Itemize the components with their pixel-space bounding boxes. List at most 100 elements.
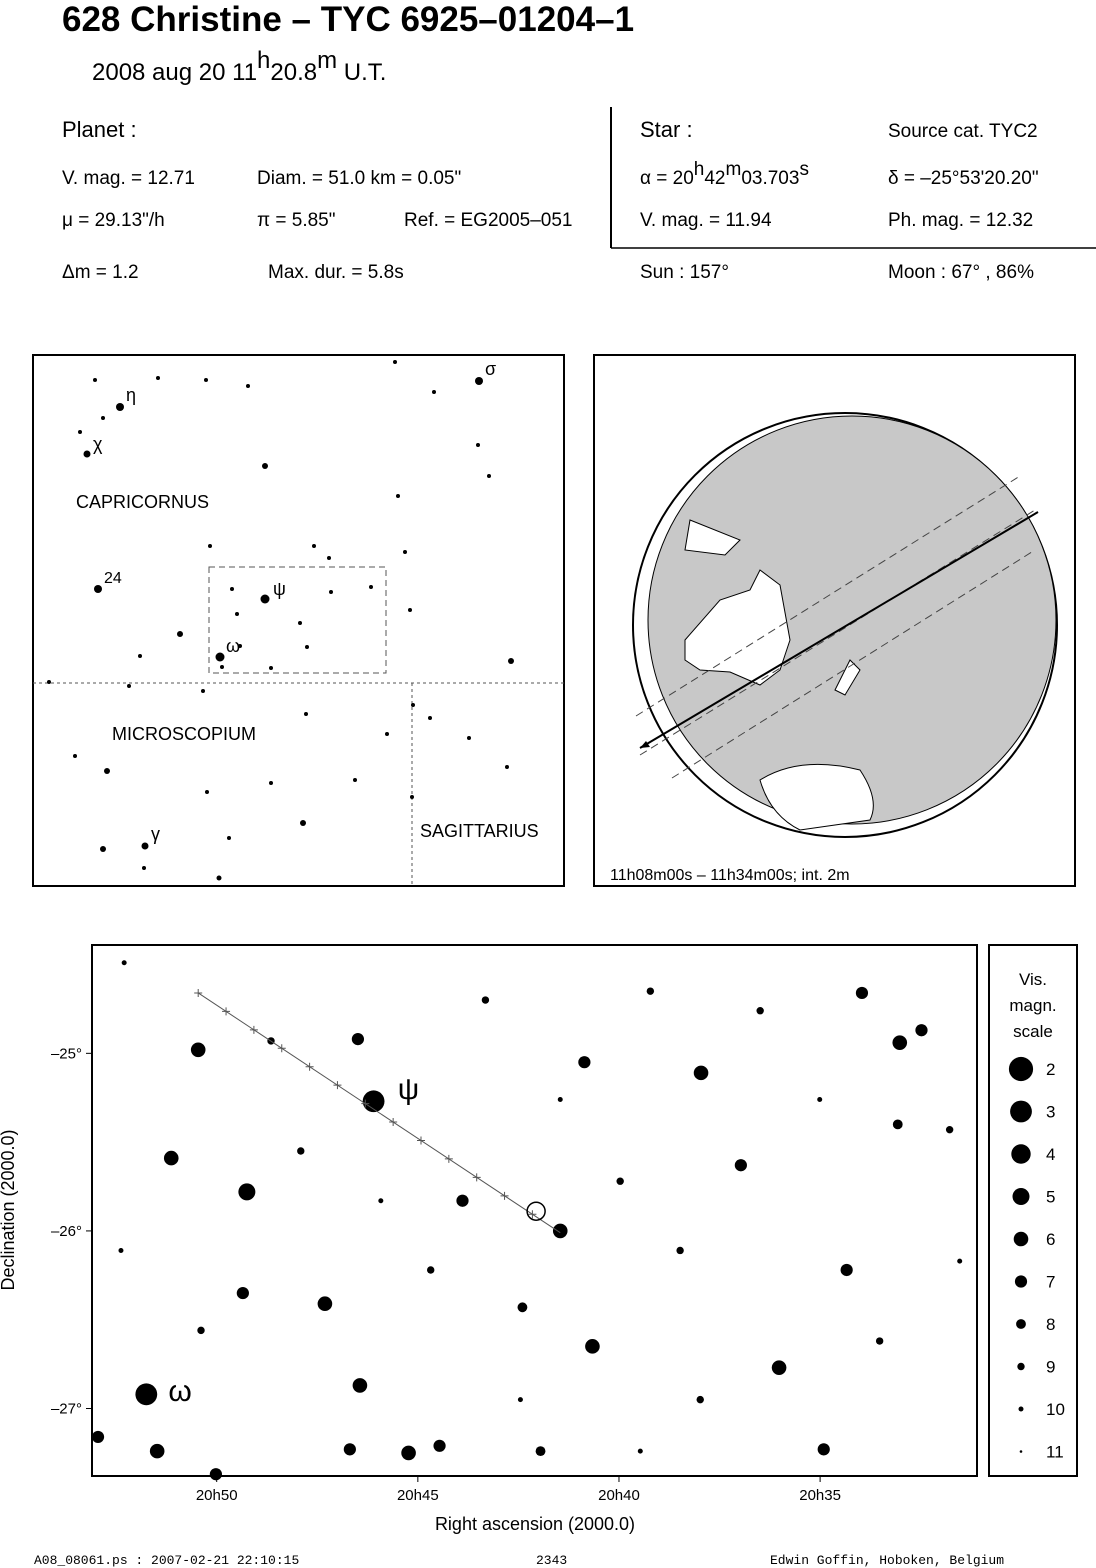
y-tick-label: –26°	[51, 1223, 82, 1240]
finder-star	[327, 556, 331, 560]
finder-star	[262, 463, 268, 469]
legend-dot	[1014, 1275, 1028, 1288]
legend-dot	[1010, 1100, 1032, 1123]
star	[91, 1430, 105, 1444]
finder-star	[369, 585, 373, 589]
part: 42	[704, 168, 725, 189]
boundary	[33, 682, 564, 886]
sup: s	[799, 159, 809, 180]
finder-star	[305, 645, 309, 649]
legend-label: 4	[1046, 1145, 1055, 1164]
finder-star	[411, 703, 415, 707]
track-tick	[249, 1025, 258, 1034]
finder-star	[73, 754, 77, 758]
legend-label: 8	[1046, 1315, 1055, 1334]
star	[351, 1033, 365, 1046]
field: δ = –25°53'20.20"	[888, 168, 1039, 189]
finder-star	[260, 594, 270, 604]
legend-title: Vis.	[1019, 970, 1047, 989]
star	[817, 1097, 823, 1103]
star	[362, 1090, 385, 1113]
star	[771, 1360, 787, 1375]
star	[616, 1177, 624, 1185]
star	[118, 1247, 124, 1253]
field: Ref. = EG2005–051	[404, 210, 573, 231]
finder-star	[78, 430, 82, 434]
date-sup: m	[317, 47, 337, 74]
field: Moon : 67° , 86%	[888, 262, 1034, 283]
finder-star	[329, 590, 333, 594]
star	[535, 1446, 546, 1457]
shadow-path	[635, 475, 1036, 779]
x-tick-label: 20h45	[397, 1487, 439, 1504]
track-tick	[222, 1007, 231, 1016]
star-label: χ	[93, 434, 103, 454]
caption: 11h08m00s – 11h34m00s; int. 2m	[610, 867, 850, 884]
star	[163, 1150, 179, 1166]
finder-star	[201, 689, 205, 693]
frame	[32, 354, 565, 887]
finder-star	[385, 732, 389, 736]
part: α = 20	[640, 168, 694, 189]
finder-star	[104, 768, 110, 774]
finder-star	[298, 621, 302, 625]
field: Max. dur. = 5.8s	[268, 262, 404, 283]
globe	[647, 415, 1057, 825]
finder-star	[475, 377, 483, 385]
track-tick	[333, 1081, 342, 1090]
star	[840, 1263, 853, 1277]
star	[957, 1258, 963, 1264]
star	[892, 1035, 908, 1050]
date: 2008 aug 20 11h20.8m U.T.	[92, 47, 386, 86]
star	[646, 987, 655, 995]
land	[684, 569, 791, 686]
track-tick	[361, 1099, 370, 1108]
finder-star	[476, 443, 480, 447]
globe-panel: 11h08m00s – 11h34m00s; int. 2m	[593, 354, 1076, 887]
finder-star	[227, 836, 231, 840]
field: μ = 29.13"/h	[62, 210, 165, 231]
arrow	[640, 741, 650, 748]
central-line	[639, 511, 1039, 749]
star	[352, 1378, 368, 1393]
star	[481, 996, 490, 1004]
finder-star	[235, 612, 239, 616]
track-tick	[500, 1191, 509, 1200]
legend-label: 6	[1046, 1230, 1055, 1249]
constellation: MICROSCOPIUM	[112, 724, 256, 744]
finder-star	[238, 644, 242, 648]
star	[578, 1056, 591, 1069]
star	[696, 1395, 704, 1404]
finder-star	[216, 875, 222, 881]
star	[317, 1296, 333, 1312]
star	[427, 1266, 435, 1274]
star	[297, 1147, 305, 1155]
constellation: CAPRICORNUS	[76, 492, 209, 512]
y-tick-label: –27°	[51, 1401, 82, 1418]
track-tick	[194, 988, 203, 997]
star	[149, 1443, 165, 1459]
star-label: σ	[485, 359, 496, 379]
finder-star	[204, 378, 208, 382]
x-tick-label: 20h50	[196, 1487, 238, 1504]
track-tick	[416, 1136, 425, 1145]
plot-frame	[91, 944, 978, 1477]
star-name: ω	[168, 1375, 191, 1408]
star	[209, 1468, 222, 1481]
star	[190, 1042, 206, 1058]
finder-star	[208, 544, 212, 548]
finder-star	[93, 378, 97, 382]
finder-star	[269, 666, 273, 670]
finder-star	[138, 654, 142, 658]
finder-star	[269, 781, 273, 785]
star	[236, 1286, 249, 1300]
legend-dot	[1011, 1144, 1031, 1164]
track-tick	[305, 1062, 314, 1071]
finder-star	[83, 450, 91, 458]
star	[637, 1448, 643, 1454]
star	[433, 1439, 446, 1452]
finder-star	[47, 680, 51, 684]
star	[756, 1007, 764, 1015]
y-label: Declination (2000.0)	[0, 1129, 18, 1290]
